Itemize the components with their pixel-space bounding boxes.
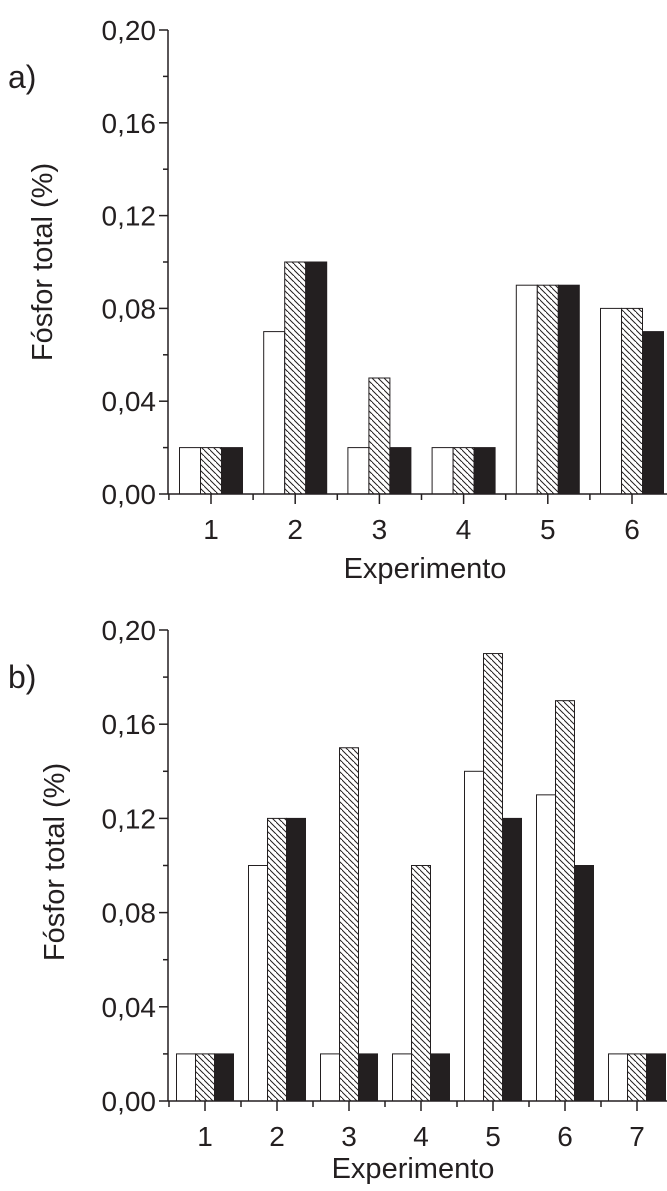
panel-a-bar-white-2 bbox=[263, 331, 286, 495]
panel-b-x-tick-label: 3 bbox=[341, 1121, 357, 1152]
panel-a-x-tick-label: 1 bbox=[203, 514, 219, 545]
panel-a-bar-white-3 bbox=[347, 447, 370, 495]
panel-a-bar-hatched-5 bbox=[536, 284, 559, 495]
panel-b-x-tick-label: 7 bbox=[629, 1121, 645, 1152]
panel-a-bar-black-2 bbox=[305, 261, 328, 495]
panel-a-bar-black-4 bbox=[473, 447, 496, 495]
panel-b-bar-black-4 bbox=[430, 1053, 450, 1102]
panel-a-x-axis-label: Experimento bbox=[344, 553, 507, 585]
panel-b-bar-black-1 bbox=[214, 1053, 234, 1102]
panel-b-bar-hatched-3 bbox=[339, 747, 359, 1102]
panel-b: b) Fósfor total (%) Experimento 0,00 0,04… bbox=[8, 615, 667, 1185]
panel-b-y-tick-label: 0,20 bbox=[102, 615, 157, 646]
panel-a-bar-black-5 bbox=[557, 284, 580, 495]
panel-a-x-tick-label: 3 bbox=[372, 514, 388, 545]
panel-a-bar-white-5 bbox=[515, 284, 538, 495]
panel-b-label: b) bbox=[8, 659, 36, 695]
panel-a-y-tick-label: 0,12 bbox=[102, 201, 157, 232]
panel-b-bar-white-1 bbox=[176, 1053, 196, 1102]
panel-b-x-tick-label: 6 bbox=[557, 1121, 573, 1152]
panel-b-x-tick-label: 1 bbox=[197, 1121, 213, 1152]
panel-a-y-tick-label: 0,08 bbox=[102, 293, 157, 324]
panel-b-x-tick-label: 4 bbox=[413, 1121, 429, 1152]
panel-b-y-tick-label: 0,12 bbox=[102, 803, 157, 834]
panel-a-bar-hatched-2 bbox=[284, 261, 307, 495]
panel-b-bar-black-2 bbox=[286, 817, 306, 1102]
panel-a-x-tick-label: 2 bbox=[287, 514, 303, 545]
panel-b-x-tick-label: 2 bbox=[269, 1121, 285, 1152]
panel-b-bar-white-5 bbox=[464, 770, 484, 1102]
panel-b-bar-hatched-7 bbox=[627, 1053, 647, 1102]
panel-b-bar-white-4 bbox=[392, 1053, 412, 1102]
panel-a-x-tick-label: 4 bbox=[456, 514, 472, 545]
panel-a-bar-white-1 bbox=[179, 447, 201, 495]
panel-a-bar-hatched-4 bbox=[452, 447, 475, 495]
panel-a-bar-white-6 bbox=[600, 307, 622, 495]
panel-b-bar-hatched-1 bbox=[195, 1053, 215, 1102]
panel-a-y-tick-label: 0,04 bbox=[102, 386, 157, 417]
panel-a-plot: 0,00 0,04 0,08 0,12 0,16 0,20 1 2 3 4 5 6 bbox=[102, 15, 667, 545]
panel-a-bar-hatched-6 bbox=[621, 307, 643, 495]
panel-a-y-tick-label: 0,20 bbox=[102, 15, 157, 46]
panel-a-bar-black-1 bbox=[221, 447, 243, 495]
panel-a-bar-hatched-3 bbox=[368, 377, 391, 495]
panel-b-bar-white-6 bbox=[536, 794, 556, 1102]
panel-b-bar-black-6 bbox=[574, 865, 594, 1102]
panel-a-x-tick-label: 5 bbox=[540, 514, 556, 545]
panel-a: a) Fósfor total (%) Experimento 0,00 0,04… bbox=[8, 15, 667, 585]
panel-b-bar-black-3 bbox=[358, 1053, 378, 1102]
panel-a-y-tick-label: 0,16 bbox=[102, 108, 157, 139]
panel-b-bar-white-3 bbox=[320, 1053, 340, 1102]
panel-b-y-axis-label: Fósfor total (%) bbox=[39, 763, 71, 961]
panel-b-y-tick-label: 0,04 bbox=[102, 992, 157, 1023]
panel-a-bar-black-3 bbox=[389, 447, 412, 495]
panel-a-x-tick-label: 6 bbox=[624, 514, 640, 545]
panel-b-y-tick-label: 0,00 bbox=[102, 1086, 157, 1117]
panel-a-y-tick-label: 0,00 bbox=[102, 479, 157, 510]
panel-b-bar-hatched-2 bbox=[267, 817, 287, 1102]
panel-b-bar-white-2 bbox=[248, 865, 268, 1102]
panel-a-bar-black-6 bbox=[642, 331, 664, 495]
panel-b-bar-white-7 bbox=[608, 1053, 628, 1102]
panel-b-y-tick-label: 0,08 bbox=[102, 898, 157, 929]
panel-b-x-axis-label: Experimento bbox=[332, 1153, 495, 1185]
panel-b-bar-black-5 bbox=[502, 817, 522, 1102]
panel-a-bar-hatched-1 bbox=[200, 447, 222, 495]
panel-b-x-tick-label: 5 bbox=[485, 1121, 501, 1152]
panel-b-bar-hatched-6 bbox=[555, 700, 575, 1102]
panel-b-plot: 0,00 0,04 0,08 0,12 0,16 0,20 1 2 3 4 5 6 7 bbox=[102, 615, 667, 1152]
panel-b-bar-black-7 bbox=[646, 1053, 666, 1102]
panel-a-label: a) bbox=[8, 59, 36, 95]
panel-a-y-axis-label: Fósfor total (%) bbox=[27, 163, 59, 361]
panel-b-bar-hatched-4 bbox=[411, 865, 431, 1102]
panel-b-y-tick-label: 0,16 bbox=[102, 709, 157, 740]
panel-a-bar-white-4 bbox=[431, 447, 454, 495]
panel-b-bar-hatched-5 bbox=[483, 653, 503, 1102]
